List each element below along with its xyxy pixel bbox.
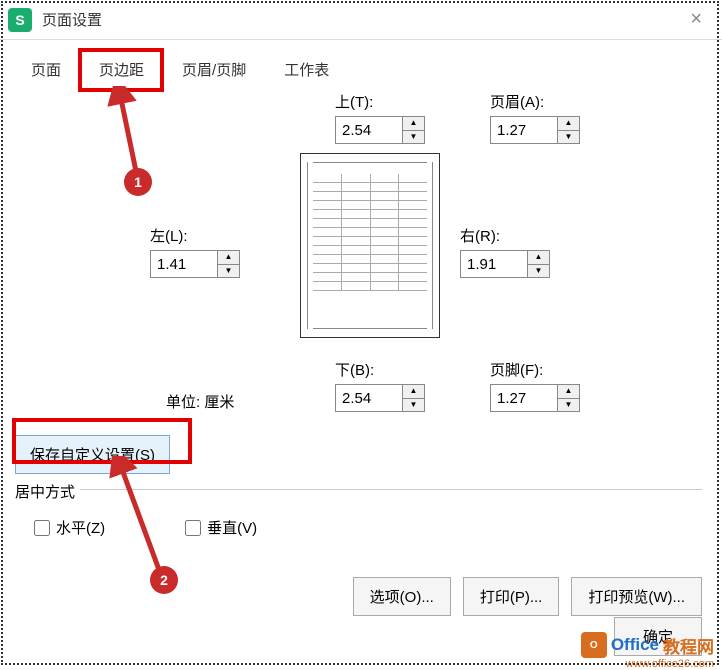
spin-up-icon[interactable]: ▲: [528, 251, 549, 265]
close-icon[interactable]: ×: [678, 8, 714, 31]
field-top: 上(T): ▲ ▼: [335, 91, 425, 144]
watermark: O Office 教程网: [581, 632, 714, 658]
checkbox-horizontal[interactable]: 水平(Z): [34, 517, 105, 538]
spinner-header[interactable]: ▲ ▼: [490, 116, 580, 144]
watermark-brand2: 教程网: [663, 633, 714, 658]
print-button[interactable]: 打印(P)...: [463, 577, 560, 616]
spin-down-icon[interactable]: ▼: [558, 399, 579, 412]
unit-label: 单位: 厘米: [166, 391, 234, 412]
tab-page[interactable]: 页面: [12, 48, 80, 91]
tab-margin[interactable]: 页边距: [80, 48, 163, 91]
checkbox-horizontal-label: 水平(Z): [56, 517, 105, 538]
spin-down-icon[interactable]: ▼: [403, 131, 424, 144]
label-left: 左(L):: [150, 225, 240, 246]
label-header: 页眉(A):: [490, 91, 580, 112]
fieldset-divider: [80, 489, 702, 490]
field-footer: 页脚(F): ▲ ▼: [490, 359, 580, 412]
save-custom-button[interactable]: 保存自定义设置(S): [15, 435, 170, 474]
field-bottom: 下(B): ▲ ▼: [335, 359, 425, 412]
watermark-brand1: Office: [611, 635, 659, 655]
checkbox-vertical-label: 垂直(V): [207, 517, 257, 538]
checkbox-vertical-input[interactable]: [185, 520, 201, 536]
action-buttons: 选项(O)... 打印(P)... 打印预览(W)...: [353, 577, 702, 616]
center-legend: 居中方式: [15, 481, 75, 502]
spinner-top[interactable]: ▲ ▼: [335, 116, 425, 144]
input-left[interactable]: [151, 251, 217, 277]
spin-down-icon[interactable]: ▼: [218, 265, 239, 278]
spin-up-icon[interactable]: ▲: [558, 117, 579, 131]
options-button[interactable]: 选项(O)...: [353, 577, 451, 616]
tab-header-footer[interactable]: 页眉/页脚: [163, 48, 265, 91]
label-footer: 页脚(F):: [490, 359, 580, 380]
spin-down-icon[interactable]: ▼: [528, 265, 549, 278]
spinner-footer[interactable]: ▲ ▼: [490, 384, 580, 412]
spinner-left[interactable]: ▲ ▼: [150, 250, 240, 278]
input-right[interactable]: [461, 251, 527, 277]
spinner-bottom[interactable]: ▲ ▼: [335, 384, 425, 412]
print-preview-button[interactable]: 打印预览(W)...: [571, 577, 702, 616]
tab-worksheet[interactable]: 工作表: [265, 48, 348, 91]
input-footer[interactable]: [491, 385, 557, 411]
spinner-right[interactable]: ▲ ▼: [460, 250, 550, 278]
titlebar: S 页面设置 ×: [0, 0, 722, 40]
checkbox-horizontal-input[interactable]: [34, 520, 50, 536]
label-bottom: 下(B):: [335, 359, 425, 380]
app-icon: S: [8, 8, 32, 32]
page-preview: [300, 153, 440, 338]
checkbox-vertical[interactable]: 垂直(V): [185, 517, 257, 538]
spin-up-icon[interactable]: ▲: [218, 251, 239, 265]
spin-up-icon[interactable]: ▲: [558, 385, 579, 399]
tab-bar: 页面 页边距 页眉/页脚 工作表: [0, 40, 722, 91]
spin-down-icon[interactable]: ▼: [558, 131, 579, 144]
spin-up-icon[interactable]: ▲: [403, 385, 424, 399]
center-options: 水平(Z) 垂直(V): [34, 517, 257, 538]
watermark-icon: O: [581, 632, 607, 658]
label-top: 上(T):: [335, 91, 425, 112]
field-right: 右(R): ▲ ▼: [460, 225, 550, 278]
input-header[interactable]: [491, 117, 557, 143]
field-header: 页眉(A): ▲ ▼: [490, 91, 580, 144]
spin-down-icon[interactable]: ▼: [403, 399, 424, 412]
input-top[interactable]: [336, 117, 402, 143]
spin-up-icon[interactable]: ▲: [403, 117, 424, 131]
label-right: 右(R):: [460, 225, 550, 246]
annotation-badge-1: 1: [124, 168, 152, 196]
watermark-url: www.office26.com: [626, 658, 714, 670]
window-title: 页面设置: [42, 9, 102, 30]
annotation-badge-2: 2: [150, 566, 178, 594]
field-left: 左(L): ▲ ▼: [150, 225, 240, 278]
content-area: 上(T): ▲ ▼ 页眉(A): ▲ ▼ 左(L): ▲ ▼: [0, 91, 722, 631]
input-bottom[interactable]: [336, 385, 402, 411]
